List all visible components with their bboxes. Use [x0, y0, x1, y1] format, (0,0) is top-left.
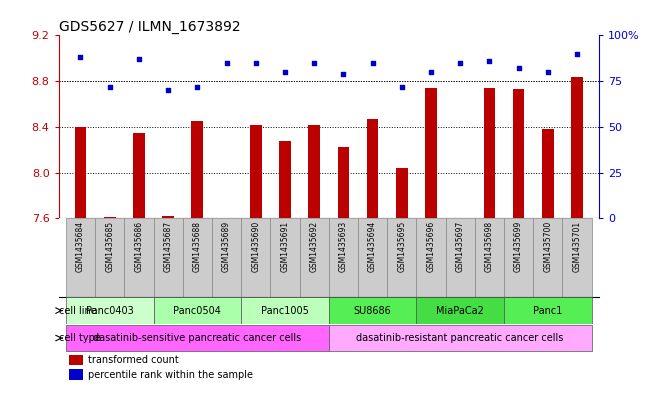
Text: GSM1435692: GSM1435692: [310, 221, 318, 272]
FancyBboxPatch shape: [417, 219, 445, 297]
Text: cell type: cell type: [59, 333, 101, 343]
FancyBboxPatch shape: [66, 219, 95, 297]
Bar: [133, 132, 145, 219]
Bar: [571, 77, 583, 219]
FancyBboxPatch shape: [95, 219, 124, 297]
Text: GSM1435693: GSM1435693: [339, 221, 348, 272]
Text: Panc0504: Panc0504: [173, 306, 221, 316]
Text: dasatinib-resistant pancreatic cancer cells: dasatinib-resistant pancreatic cancer ce…: [357, 333, 564, 343]
Text: MiaPaCa2: MiaPaCa2: [436, 306, 484, 316]
Point: [367, 60, 378, 66]
Text: SU8686: SU8686: [353, 306, 391, 316]
Text: percentile rank within the sample: percentile rank within the sample: [89, 370, 253, 380]
Bar: [104, 217, 115, 219]
Point: [192, 83, 202, 90]
Point: [309, 60, 320, 66]
Text: GSM1435687: GSM1435687: [163, 221, 173, 272]
Text: GSM1435699: GSM1435699: [514, 221, 523, 272]
FancyBboxPatch shape: [562, 219, 592, 297]
Point: [514, 65, 524, 72]
Point: [280, 69, 290, 75]
Text: GDS5627 / ILMN_1673892: GDS5627 / ILMN_1673892: [59, 20, 240, 34]
Text: GSM1435684: GSM1435684: [76, 221, 85, 272]
Text: GSM1435688: GSM1435688: [193, 221, 202, 272]
FancyBboxPatch shape: [417, 298, 504, 324]
Bar: [367, 119, 378, 219]
FancyBboxPatch shape: [183, 219, 212, 297]
Bar: [309, 125, 320, 219]
FancyBboxPatch shape: [358, 219, 387, 297]
Point: [426, 69, 436, 75]
Bar: [162, 216, 174, 219]
Point: [251, 60, 261, 66]
FancyBboxPatch shape: [154, 219, 183, 297]
Bar: [250, 125, 262, 219]
FancyBboxPatch shape: [154, 298, 241, 324]
Point: [455, 60, 465, 66]
FancyBboxPatch shape: [270, 219, 299, 297]
Bar: [396, 168, 408, 219]
Text: Panc1: Panc1: [533, 306, 562, 316]
Bar: [191, 121, 203, 219]
Bar: [75, 127, 87, 219]
FancyBboxPatch shape: [66, 325, 329, 351]
Text: Panc0403: Panc0403: [86, 306, 133, 316]
FancyBboxPatch shape: [387, 219, 417, 297]
Text: dasatinib-sensitive pancreatic cancer cells: dasatinib-sensitive pancreatic cancer ce…: [93, 333, 301, 343]
FancyBboxPatch shape: [533, 219, 562, 297]
Bar: [542, 129, 553, 219]
FancyBboxPatch shape: [124, 219, 154, 297]
FancyBboxPatch shape: [504, 298, 592, 324]
Text: GSM1435698: GSM1435698: [485, 221, 494, 272]
Bar: [425, 88, 437, 219]
Point: [572, 51, 582, 57]
Bar: [337, 147, 349, 219]
Point: [221, 60, 232, 66]
FancyBboxPatch shape: [241, 219, 270, 297]
Point: [396, 83, 407, 90]
Text: transformed count: transformed count: [89, 355, 179, 365]
Text: GSM1435694: GSM1435694: [368, 221, 377, 272]
FancyBboxPatch shape: [475, 219, 504, 297]
Text: GSM1435697: GSM1435697: [456, 221, 465, 272]
Text: GSM1435701: GSM1435701: [572, 221, 581, 272]
Bar: [70, 369, 83, 380]
Text: GSM1435689: GSM1435689: [222, 221, 231, 272]
Text: GSM1435700: GSM1435700: [544, 221, 552, 272]
FancyBboxPatch shape: [504, 219, 533, 297]
Bar: [70, 355, 83, 365]
Text: GSM1435690: GSM1435690: [251, 221, 260, 272]
Text: GSM1435695: GSM1435695: [397, 221, 406, 272]
Text: GSM1435685: GSM1435685: [105, 221, 114, 272]
FancyBboxPatch shape: [329, 298, 417, 324]
Text: GSM1435691: GSM1435691: [281, 221, 290, 272]
Text: Panc1005: Panc1005: [261, 306, 309, 316]
Point: [542, 69, 553, 75]
FancyBboxPatch shape: [329, 219, 358, 297]
FancyBboxPatch shape: [329, 325, 592, 351]
Point: [105, 83, 115, 90]
Text: GSM1435696: GSM1435696: [426, 221, 436, 272]
Text: GSM1435686: GSM1435686: [134, 221, 143, 272]
Point: [163, 87, 173, 94]
Bar: [513, 89, 525, 219]
Bar: [279, 141, 291, 219]
Bar: [484, 88, 495, 219]
FancyBboxPatch shape: [241, 298, 329, 324]
Point: [484, 58, 495, 64]
Point: [133, 56, 144, 62]
FancyBboxPatch shape: [66, 298, 154, 324]
FancyBboxPatch shape: [445, 219, 475, 297]
Point: [76, 54, 86, 61]
Text: cell line: cell line: [59, 306, 96, 316]
FancyBboxPatch shape: [299, 219, 329, 297]
FancyBboxPatch shape: [212, 219, 241, 297]
Point: [338, 71, 348, 77]
